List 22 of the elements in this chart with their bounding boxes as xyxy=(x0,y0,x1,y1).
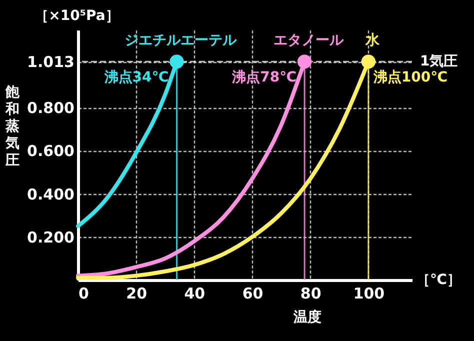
y-tick-label: 0.600 xyxy=(27,142,74,160)
y-axis-title: 飽和蒸気圧 xyxy=(4,84,20,168)
ref-line-label: 沸点100℃ xyxy=(372,70,448,86)
ref-line-label: 沸点34℃ xyxy=(103,70,169,86)
y-tick-label: 0.200 xyxy=(27,228,74,246)
y-tick-label: 0.400 xyxy=(27,185,74,204)
y-tick-label: 1.013 xyxy=(27,53,74,72)
x-tick-label: 0 xyxy=(78,284,89,302)
x-tick-label: 60 xyxy=(242,284,264,302)
text: ［℃］ xyxy=(416,272,461,288)
series-label: エタノール xyxy=(274,32,345,49)
ref-line-label: 1気圧 xyxy=(420,54,458,70)
x-axis-title: 温度 xyxy=(292,308,322,326)
y-tick-label: 0.800 xyxy=(27,99,74,118)
series-label: ジエチルエーテル xyxy=(124,32,238,49)
series-label: 水 xyxy=(364,32,380,49)
x-tick-label: 40 xyxy=(184,284,206,302)
x-tick-label: 100 xyxy=(353,284,385,302)
x-tick-label: 20 xyxy=(126,284,148,302)
x-tick-label: 80 xyxy=(300,284,322,302)
ref-line-label: 沸点78℃ xyxy=(231,70,297,86)
text: ［×10⁵Pa］ xyxy=(34,8,120,24)
